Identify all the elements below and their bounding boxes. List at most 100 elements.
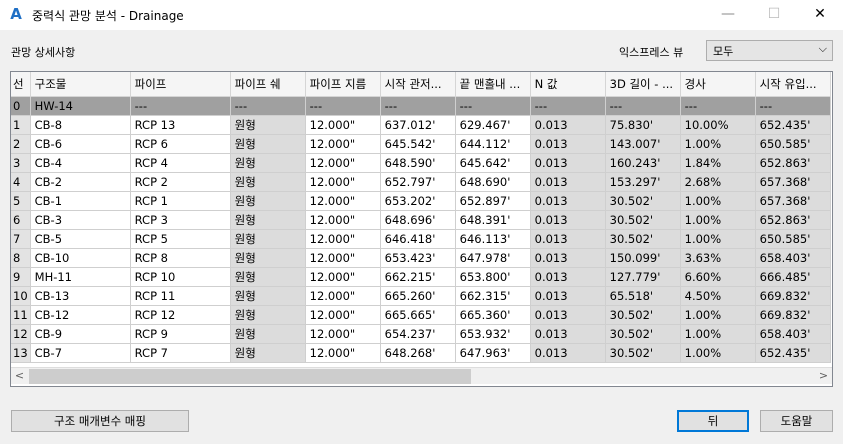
table-cell[interactable]: 75.830' xyxy=(605,115,681,135)
table-cell[interactable]: CB-2 xyxy=(30,172,131,192)
column-header[interactable]: 경사 xyxy=(680,72,756,97)
table-cell[interactable]: 12.000" xyxy=(305,267,381,287)
table-cell[interactable]: 0.013 xyxy=(530,343,606,363)
table-cell[interactable]: 637.012' xyxy=(380,115,456,135)
column-header[interactable]: 파이프 지름 xyxy=(305,72,381,97)
table-cell[interactable]: CB-8 xyxy=(30,115,131,135)
table-cell[interactable]: 1.00% xyxy=(680,210,756,230)
back-button[interactable]: 뒤 xyxy=(677,410,749,432)
column-header[interactable]: 시작 관저... xyxy=(380,72,456,97)
table-cell[interactable]: 12.000" xyxy=(305,210,381,230)
table-cell[interactable]: 원형 xyxy=(229,210,306,230)
row-number[interactable]: 13 xyxy=(11,343,31,363)
table-cell[interactable]: 30.502' xyxy=(605,191,681,211)
table-cell[interactable]: 원형 xyxy=(229,191,306,211)
table-cell[interactable]: 12.000" xyxy=(305,324,381,344)
table-row[interactable]: 12 CB-9 RCP 9 원형 12.000" 654.237' 653.932' 0.01… xyxy=(11,324,831,344)
column-header[interactable]: 선 xyxy=(11,72,31,97)
table-cell[interactable]: 666.485' xyxy=(755,267,831,287)
table-cell[interactable]: 653.932' xyxy=(455,324,531,344)
table-cell[interactable]: 652.797' xyxy=(380,172,456,192)
table-cell[interactable]: RCP 10 xyxy=(130,267,231,287)
table-cell[interactable]: --- xyxy=(680,96,756,116)
table-row[interactable]: 10 CB-13 RCP 11 원형 12.000" 665.260' 662.315' 0.… xyxy=(11,286,831,306)
row-number[interactable]: 5 xyxy=(11,191,31,211)
table-cell[interactable]: 646.418' xyxy=(380,229,456,249)
table-cell[interactable]: 2.68% xyxy=(680,172,756,192)
table-cell[interactable]: 1.84% xyxy=(680,153,756,173)
table-cell[interactable]: 원형 xyxy=(229,343,306,363)
table-cell[interactable]: 12.000" xyxy=(305,305,381,325)
table-cell[interactable]: 0.013 xyxy=(530,191,606,211)
table-cell[interactable]: 653.800' xyxy=(455,267,531,287)
table-cell[interactable]: 1.00% xyxy=(680,191,756,211)
table-cell[interactable]: 629.467' xyxy=(455,115,531,135)
table-cell[interactable]: 652.897' xyxy=(455,191,531,211)
table-cell[interactable]: --- xyxy=(605,96,681,116)
table-cell[interactable]: 30.502' xyxy=(605,305,681,325)
table-cell[interactable]: --- xyxy=(755,96,831,116)
table-cell[interactable]: 12.000" xyxy=(305,191,381,211)
table-row[interactable]: 11 CB-12 RCP 12 원형 12.000" 665.665' 665.360' 0.… xyxy=(11,305,831,325)
table-cell[interactable]: 648.268' xyxy=(380,343,456,363)
table-cell[interactable]: 30.502' xyxy=(605,210,681,230)
table-cell[interactable]: 1.00% xyxy=(680,324,756,344)
table-cell[interactable]: 1.00% xyxy=(680,305,756,325)
table-cell[interactable]: RCP 7 xyxy=(130,343,231,363)
table-cell[interactable]: 652.435' xyxy=(755,343,831,363)
table-cell[interactable]: 6.60% xyxy=(680,267,756,287)
table-cell[interactable]: 0.013 xyxy=(530,324,606,344)
table-cell[interactable]: 12.000" xyxy=(305,343,381,363)
table-cell[interactable]: RCP 5 xyxy=(130,229,231,249)
table-cell[interactable]: 원형 xyxy=(229,324,306,344)
scroll-right-icon[interactable]: > xyxy=(818,369,829,382)
table-cell[interactable]: 30.502' xyxy=(605,229,681,249)
table-cell[interactable]: 0.013 xyxy=(530,248,606,268)
table-cell[interactable]: 원형 xyxy=(229,267,306,287)
row-number[interactable]: 10 xyxy=(11,286,31,306)
table-cell[interactable]: 30.502' xyxy=(605,324,681,344)
table-cell[interactable]: 658.403' xyxy=(755,248,831,268)
table-cell[interactable]: 669.832' xyxy=(755,286,831,306)
table-row[interactable]: 2 CB-6 RCP 6 원형 12.000" 645.542' 644.112' 0.013… xyxy=(11,134,831,154)
minimize-button[interactable]: — xyxy=(721,6,735,22)
table-cell[interactable]: 원형 xyxy=(229,229,306,249)
table-cell[interactable]: CB-9 xyxy=(30,324,131,344)
table-cell[interactable]: 12.000" xyxy=(305,153,381,173)
table-cell[interactable]: 652.863' xyxy=(755,153,831,173)
table-cell[interactable]: 665.665' xyxy=(380,305,456,325)
table-cell[interactable]: CB-1 xyxy=(30,191,131,211)
table-cell[interactable]: --- xyxy=(305,96,381,116)
table-cell[interactable]: 원형 xyxy=(229,134,306,154)
table-cell[interactable]: 153.297' xyxy=(605,172,681,192)
table-cell[interactable]: 1.00% xyxy=(680,134,756,154)
table-cell[interactable]: RCP 4 xyxy=(130,153,231,173)
table-cell[interactable]: CB-13 xyxy=(30,286,131,306)
table-cell[interactable]: 645.542' xyxy=(380,134,456,154)
close-button[interactable]: ✕ xyxy=(814,6,826,22)
table-cell[interactable]: 669.832' xyxy=(755,305,831,325)
table-cell[interactable]: 0.013 xyxy=(530,267,606,287)
table-cell[interactable]: 662.315' xyxy=(455,286,531,306)
table-row[interactable]: 9 MH-11 RCP 10 원형 12.000" 662.215' 653.800' 0.0… xyxy=(11,267,831,287)
table-cell[interactable]: 647.978' xyxy=(455,248,531,268)
column-header[interactable]: 파이프 쉐 xyxy=(229,72,306,97)
table-cell[interactable]: 652.435' xyxy=(755,115,831,135)
row-number[interactable]: 11 xyxy=(11,305,31,325)
table-cell[interactable]: 10.00% xyxy=(680,115,756,135)
table-cell[interactable]: 0.013 xyxy=(530,229,606,249)
row-number[interactable]: 3 xyxy=(11,153,31,173)
column-header[interactable]: 구조물 xyxy=(30,72,131,97)
table-cell[interactable]: 원형 xyxy=(229,286,306,306)
table-cell[interactable]: 143.007' xyxy=(605,134,681,154)
express-view-select[interactable]: 모두 ⌵ xyxy=(706,40,833,61)
column-header[interactable]: 끝 맨홀내 ... xyxy=(455,72,531,97)
column-header[interactable]: 3D 길이 - ... xyxy=(605,72,681,97)
table-cell[interactable]: --- xyxy=(455,96,531,116)
table-cell[interactable]: RCP 8 xyxy=(130,248,231,268)
table-cell[interactable]: 646.113' xyxy=(455,229,531,249)
table-cell[interactable]: 645.642' xyxy=(455,153,531,173)
table-cell[interactable]: 654.237' xyxy=(380,324,456,344)
table-cell[interactable]: 1.00% xyxy=(680,343,756,363)
table-cell[interactable]: 648.696' xyxy=(380,210,456,230)
